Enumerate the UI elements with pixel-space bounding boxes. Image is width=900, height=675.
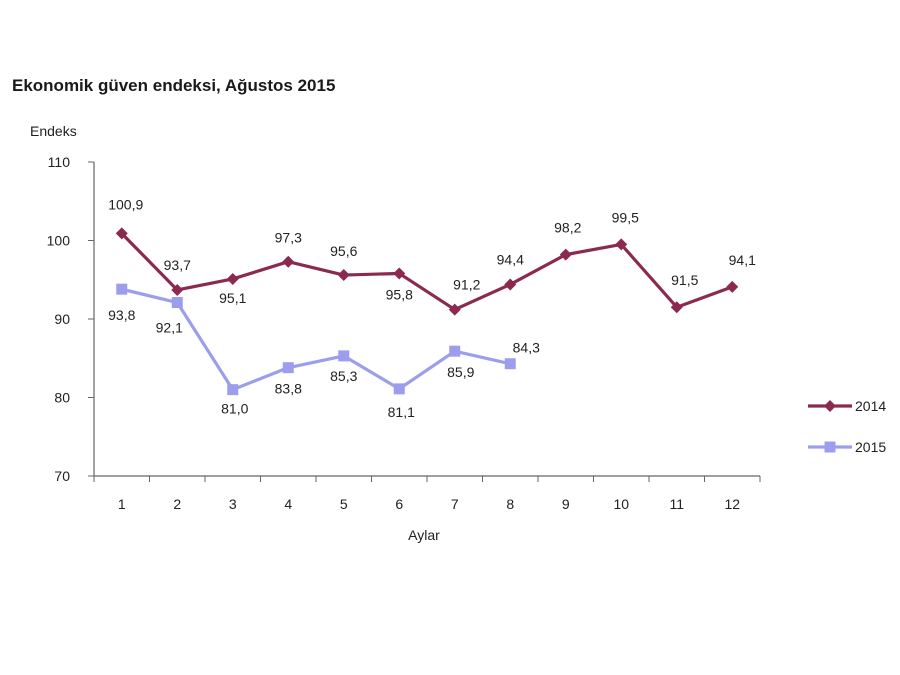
data-point	[504, 358, 516, 370]
data-label: 92,1	[156, 320, 183, 336]
chart-title: Ekonomik güven endeksi, Ağustos 2015	[12, 76, 336, 95]
x-tick-label: 12	[724, 496, 740, 512]
data-label: 81,0	[221, 401, 248, 417]
data-point	[559, 248, 572, 261]
y-tick-label: 80	[54, 390, 70, 406]
data-label: 83,8	[275, 381, 302, 397]
series-2015: 93,8 92,1 81,0 83,8 85,3 81,1 85,9 84,3	[108, 283, 540, 420]
data-label: 93,8	[108, 307, 135, 323]
data-label: 94,4	[497, 251, 524, 267]
legend-item-2015: 2015	[808, 439, 886, 455]
data-point	[393, 383, 405, 395]
data-label: 81,1	[388, 404, 415, 420]
legend-label: 2014	[855, 398, 886, 414]
x-axis-label: Aylar	[408, 527, 440, 543]
x-tick-label: 9	[562, 496, 570, 512]
legend-item-2014: 2014	[808, 398, 886, 414]
data-label: 95,1	[219, 290, 246, 306]
series-line-2014	[120, 232, 733, 312]
data-point	[282, 255, 295, 268]
data-point	[282, 362, 294, 374]
data-label: 85,9	[447, 364, 474, 380]
chart-axes	[88, 161, 761, 482]
y-axis-label: Endeks	[30, 123, 77, 139]
y-tick-label: 70	[54, 468, 70, 484]
data-label: 100,9	[108, 196, 143, 212]
data-point	[115, 227, 128, 240]
x-tick-label: 10	[613, 496, 629, 512]
y-tick-label: 110	[48, 154, 71, 170]
x-tick-label: 5	[340, 496, 348, 512]
data-label: 97,3	[275, 230, 302, 246]
x-tick-label: 4	[284, 496, 292, 512]
data-point	[171, 283, 184, 296]
data-label: 85,3	[330, 368, 357, 384]
data-point	[338, 350, 350, 362]
series-group: 100,9 93,7 95,1 97,3 95,6 95,8 91,2 94,4 98,2 99,…	[108, 196, 756, 419]
data-point	[670, 301, 683, 314]
y-tick-label: 100	[47, 233, 71, 249]
data-label: 84,3	[513, 340, 540, 356]
x-tick-labels: 1 2 3 4 5 6 7 8 9 10 11 12	[118, 496, 740, 512]
series-line-2015	[121, 287, 511, 392]
x-tick-label: 8	[506, 496, 514, 512]
data-point	[116, 283, 128, 295]
x-tick-label: 6	[395, 496, 403, 512]
data-point	[726, 280, 739, 293]
legend-label: 2015	[855, 439, 886, 455]
data-label: 98,2	[554, 220, 581, 236]
data-label: 95,6	[330, 243, 357, 259]
data-label: 95,8	[386, 286, 413, 302]
data-point	[615, 238, 628, 251]
x-tick-label: 7	[451, 496, 459, 512]
legend-marker	[824, 441, 836, 453]
data-point	[449, 345, 461, 357]
x-tick-label: 2	[173, 496, 181, 512]
x-tick-label: 11	[669, 496, 684, 512]
data-label: 91,2	[453, 277, 480, 293]
y-tick-label: 90	[54, 311, 70, 327]
data-point	[226, 272, 239, 285]
series-2014: 100,9 93,7 95,1 97,3 95,6 95,8 91,2 94,4 98,2 99,…	[108, 196, 756, 316]
x-tick-label: 1	[118, 496, 126, 512]
data-point	[227, 384, 239, 396]
legend-marker	[824, 400, 836, 412]
data-label: 93,7	[164, 257, 191, 273]
data-point	[393, 267, 406, 280]
data-label: 99,5	[612, 209, 639, 225]
data-point	[504, 278, 517, 291]
data-point	[448, 303, 461, 316]
data-point	[337, 269, 350, 282]
x-tick-label: 3	[229, 496, 237, 512]
legend: 2014 2015	[808, 398, 886, 455]
data-label: 94,1	[729, 252, 756, 268]
data-point	[171, 297, 183, 309]
y-tick-labels: 70 80 90 100 110	[47, 154, 71, 484]
data-label: 91,5	[671, 272, 698, 288]
